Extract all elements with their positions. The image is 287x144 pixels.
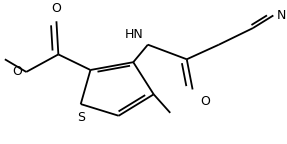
Text: S: S (77, 111, 85, 124)
Text: N: N (277, 9, 287, 22)
Text: O: O (13, 65, 22, 78)
Text: O: O (200, 95, 210, 108)
Text: HN: HN (125, 28, 144, 41)
Text: O: O (51, 2, 61, 15)
